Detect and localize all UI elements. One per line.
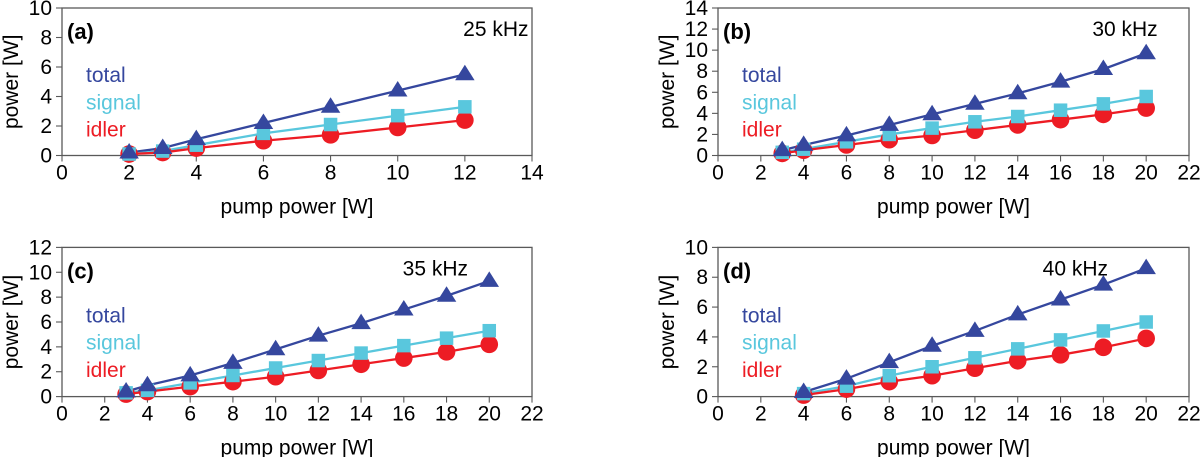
svg-text:12: 12 [307, 403, 330, 426]
svg-text:0: 0 [56, 162, 68, 185]
svg-text:2: 2 [696, 356, 708, 379]
svg-text:8: 8 [227, 403, 239, 426]
svg-text:8: 8 [40, 27, 52, 50]
svg-text:4: 4 [40, 336, 52, 359]
svg-text:14: 14 [520, 162, 544, 185]
svg-text:10: 10 [29, 261, 52, 284]
svg-text:signal: signal [86, 91, 141, 114]
svg-text:idler: idler [742, 119, 782, 142]
svg-text:power [W]: power [W] [656, 275, 679, 370]
svg-text:4: 4 [190, 162, 202, 185]
svg-text:6: 6 [841, 162, 853, 185]
svg-text:2: 2 [40, 361, 52, 384]
svg-text:14: 14 [685, 0, 709, 20]
svg-text:6: 6 [258, 162, 270, 185]
svg-text:18: 18 [1092, 162, 1115, 185]
svg-text:14: 14 [349, 403, 373, 426]
svg-text:30 kHz: 30 kHz [1092, 18, 1157, 41]
svg-text:6: 6 [841, 403, 853, 426]
svg-text:(d): (d) [723, 258, 751, 283]
svg-text:total: total [86, 304, 126, 327]
svg-text:signal: signal [86, 332, 141, 355]
svg-text:40 kHz: 40 kHz [1043, 257, 1108, 280]
svg-text:10: 10 [685, 236, 708, 259]
svg-text:6: 6 [40, 311, 52, 334]
svg-text:14: 14 [1006, 403, 1030, 426]
svg-text:10: 10 [920, 403, 943, 426]
svg-text:(c): (c) [67, 258, 94, 283]
svg-text:power [W]: power [W] [0, 34, 23, 129]
svg-text:6: 6 [696, 81, 708, 104]
svg-text:20: 20 [1135, 162, 1158, 185]
svg-text:pump power [W]: pump power [W] [877, 196, 1030, 219]
svg-text:22: 22 [1177, 403, 1200, 426]
svg-text:10: 10 [920, 162, 943, 185]
svg-text:25 kHz: 25 kHz [463, 18, 528, 41]
svg-text:10: 10 [386, 162, 409, 185]
svg-text:total: total [742, 304, 782, 327]
svg-text:12: 12 [963, 162, 986, 185]
svg-text:signal: signal [742, 91, 797, 114]
svg-text:20: 20 [1135, 403, 1158, 426]
svg-text:4: 4 [696, 326, 708, 349]
svg-text:(a): (a) [67, 19, 94, 44]
svg-text:2: 2 [755, 162, 767, 185]
svg-text:0: 0 [696, 386, 708, 409]
svg-text:8: 8 [883, 162, 895, 185]
svg-text:2: 2 [40, 115, 52, 138]
svg-text:idler: idler [86, 359, 126, 382]
svg-text:22: 22 [520, 403, 543, 426]
svg-text:8: 8 [696, 266, 708, 289]
svg-text:0: 0 [712, 403, 724, 426]
svg-text:10: 10 [685, 39, 708, 62]
svg-text:8: 8 [696, 60, 708, 83]
svg-text:idler: idler [742, 359, 782, 382]
svg-text:idler: idler [86, 119, 126, 142]
svg-text:18: 18 [1092, 403, 1115, 426]
svg-text:14: 14 [1006, 162, 1030, 185]
svg-text:6: 6 [184, 403, 196, 426]
svg-text:6: 6 [696, 296, 708, 319]
svg-text:(b): (b) [723, 19, 751, 44]
svg-text:2: 2 [755, 403, 767, 426]
svg-text:16: 16 [1049, 403, 1072, 426]
svg-text:20: 20 [478, 403, 501, 426]
svg-text:12: 12 [685, 18, 708, 41]
svg-text:10: 10 [29, 0, 52, 20]
svg-text:12: 12 [453, 162, 476, 185]
svg-text:0: 0 [40, 145, 52, 168]
svg-text:4: 4 [142, 403, 154, 426]
svg-text:6: 6 [40, 56, 52, 79]
svg-text:0: 0 [40, 386, 52, 409]
svg-text:0: 0 [56, 403, 68, 426]
svg-text:power [W]: power [W] [656, 34, 679, 129]
svg-text:2: 2 [696, 123, 708, 146]
svg-text:8: 8 [325, 162, 337, 185]
svg-text:10: 10 [264, 403, 287, 426]
svg-text:0: 0 [696, 145, 708, 168]
svg-text:8: 8 [40, 286, 52, 309]
svg-text:8: 8 [883, 403, 895, 426]
svg-text:35 kHz: 35 kHz [403, 257, 468, 280]
svg-text:pump power [W]: pump power [W] [877, 437, 1030, 457]
svg-text:total: total [86, 64, 126, 87]
svg-text:16: 16 [1049, 162, 1072, 185]
svg-text:power [W]: power [W] [0, 275, 23, 370]
svg-text:18: 18 [435, 403, 458, 426]
svg-text:signal: signal [742, 332, 797, 355]
svg-text:12: 12 [29, 236, 52, 259]
svg-text:0: 0 [712, 162, 724, 185]
svg-text:2: 2 [123, 162, 135, 185]
svg-text:4: 4 [798, 403, 810, 426]
svg-text:pump power [W]: pump power [W] [221, 196, 374, 219]
svg-text:16: 16 [392, 403, 415, 426]
svg-text:pump power [W]: pump power [W] [221, 437, 374, 457]
svg-text:4: 4 [798, 162, 810, 185]
svg-text:4: 4 [696, 102, 708, 125]
svg-text:22: 22 [1177, 162, 1200, 185]
svg-text:2: 2 [99, 403, 111, 426]
svg-text:12: 12 [963, 403, 986, 426]
svg-text:total: total [742, 64, 782, 87]
svg-text:4: 4 [40, 86, 52, 109]
